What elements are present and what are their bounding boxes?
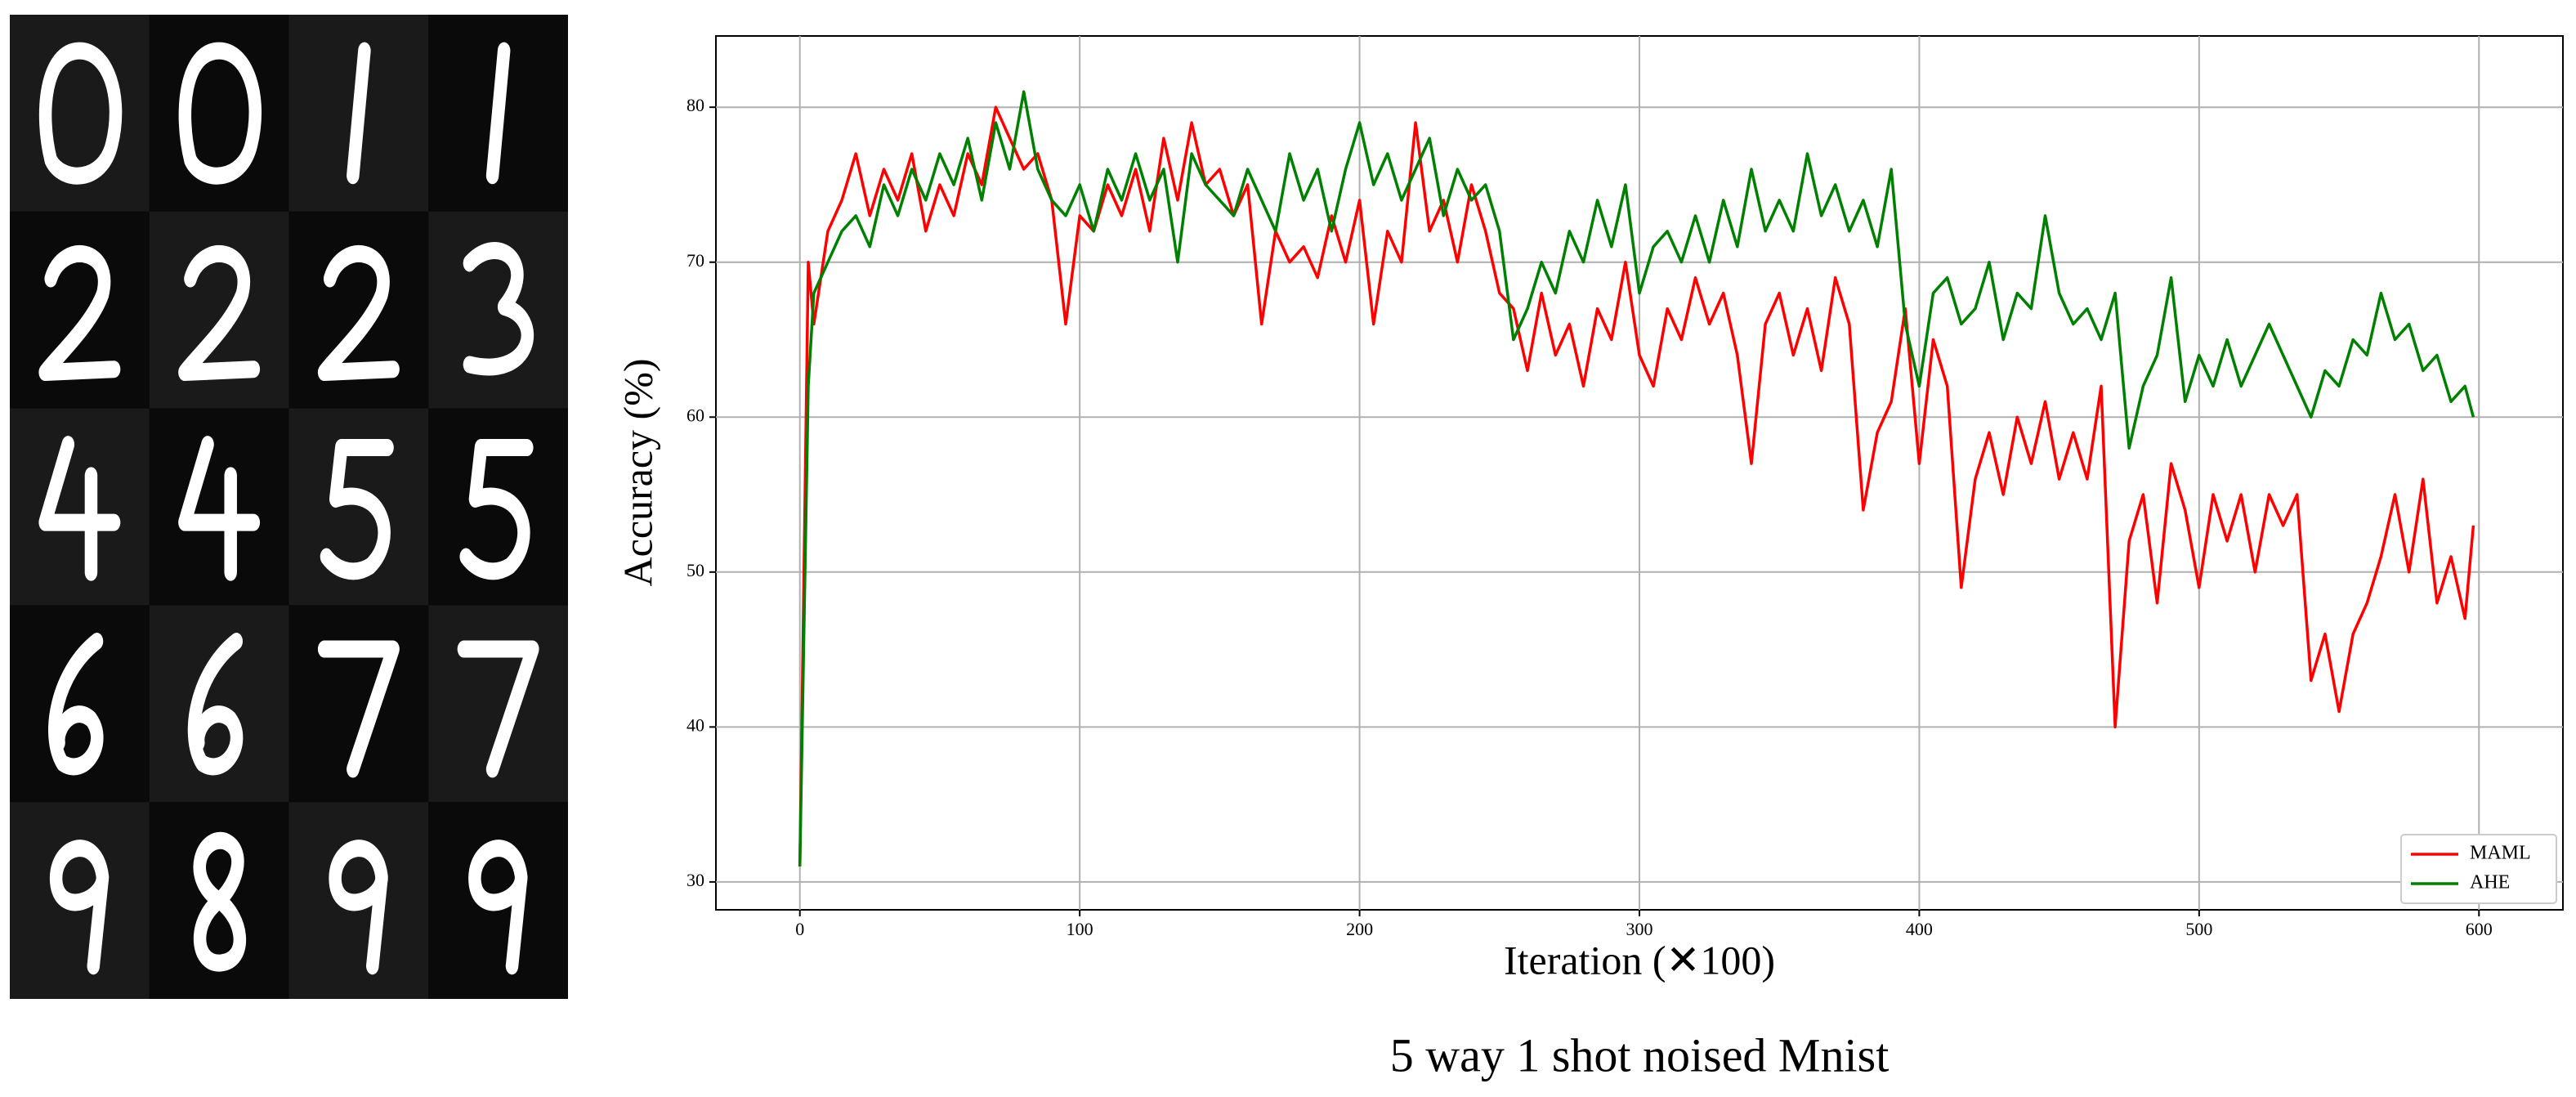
digit-stroke (187, 632, 244, 776)
digit-stroke (468, 840, 528, 975)
digit-stroke (178, 42, 262, 185)
legend-label: MAML (2470, 843, 2531, 864)
digit-stroke (178, 245, 261, 382)
line-series (798, 90, 2475, 866)
digit-cell (10, 408, 150, 606)
digit-stroke (38, 245, 121, 382)
digit-grid (10, 15, 568, 999)
legend-label: AHE (2470, 872, 2510, 893)
x-tick-label: 500 (2185, 919, 2212, 939)
digit-stroke (459, 439, 534, 580)
y-tick-label: 80 (686, 95, 704, 115)
digit-stroke (347, 42, 371, 185)
digit-panel (10, 15, 568, 999)
digit-cell (149, 408, 289, 606)
x-tick-label: 100 (1067, 919, 1093, 939)
x-tick-label: 300 (1626, 919, 1653, 939)
digit-stroke (317, 245, 400, 382)
digit-stroke (48, 632, 104, 776)
digit-stroke (463, 242, 534, 376)
caption: 5 way 1 shot noised Mnist (1390, 1028, 1890, 1081)
y-tick-label: 70 (686, 250, 704, 271)
y-axis-label: Accuracy (%) (615, 359, 660, 587)
legend-box (2400, 834, 2557, 904)
x-tick-label: 600 (2466, 919, 2493, 939)
y-tick-label: 40 (686, 714, 704, 735)
digit-stroke (329, 840, 388, 975)
digit-stroke (485, 42, 511, 185)
digit-stroke (320, 439, 394, 580)
y-tick-label: 30 (686, 870, 704, 890)
digit-stroke (38, 436, 121, 581)
plot-area: 0 100 200 300 400 500 600 30 40 50 60 70 80 MAML AHE (686, 36, 2563, 939)
digit-stroke (317, 640, 400, 778)
line-series (798, 105, 2475, 866)
digit-stroke (178, 436, 261, 581)
y-tick-label: 60 (686, 405, 704, 425)
digit-stroke (38, 42, 123, 185)
digit-stroke (49, 840, 110, 975)
y-tick-label: 50 (686, 560, 704, 580)
x-axis-label: Iteration (✕100) (1504, 937, 1775, 983)
digit-stroke (193, 831, 247, 972)
x-tick-label: 0 (795, 919, 804, 939)
x-tick-label: 200 (1346, 919, 1373, 939)
digit-stroke (457, 640, 539, 778)
x-tick-label: 400 (1906, 919, 1933, 939)
